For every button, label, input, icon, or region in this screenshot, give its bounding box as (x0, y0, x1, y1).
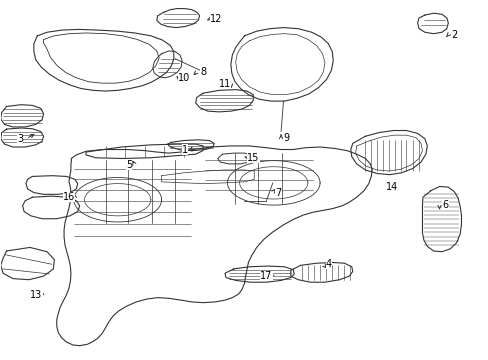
Text: 11: 11 (219, 79, 231, 89)
Text: 14: 14 (385, 182, 397, 192)
Text: 15: 15 (246, 153, 259, 163)
Text: 16: 16 (62, 192, 75, 202)
Text: 12: 12 (210, 14, 222, 24)
Text: 10: 10 (178, 73, 190, 83)
Text: 8: 8 (200, 67, 206, 77)
Text: 1: 1 (182, 144, 188, 154)
Text: 4: 4 (325, 259, 331, 269)
Text: 13: 13 (30, 290, 42, 300)
Text: 2: 2 (450, 30, 456, 40)
Text: 5: 5 (125, 160, 132, 170)
Text: 3: 3 (17, 134, 23, 144)
Text: 7: 7 (275, 188, 281, 198)
Text: 17: 17 (260, 271, 272, 281)
Text: 9: 9 (283, 133, 289, 143)
Text: 6: 6 (442, 200, 447, 210)
